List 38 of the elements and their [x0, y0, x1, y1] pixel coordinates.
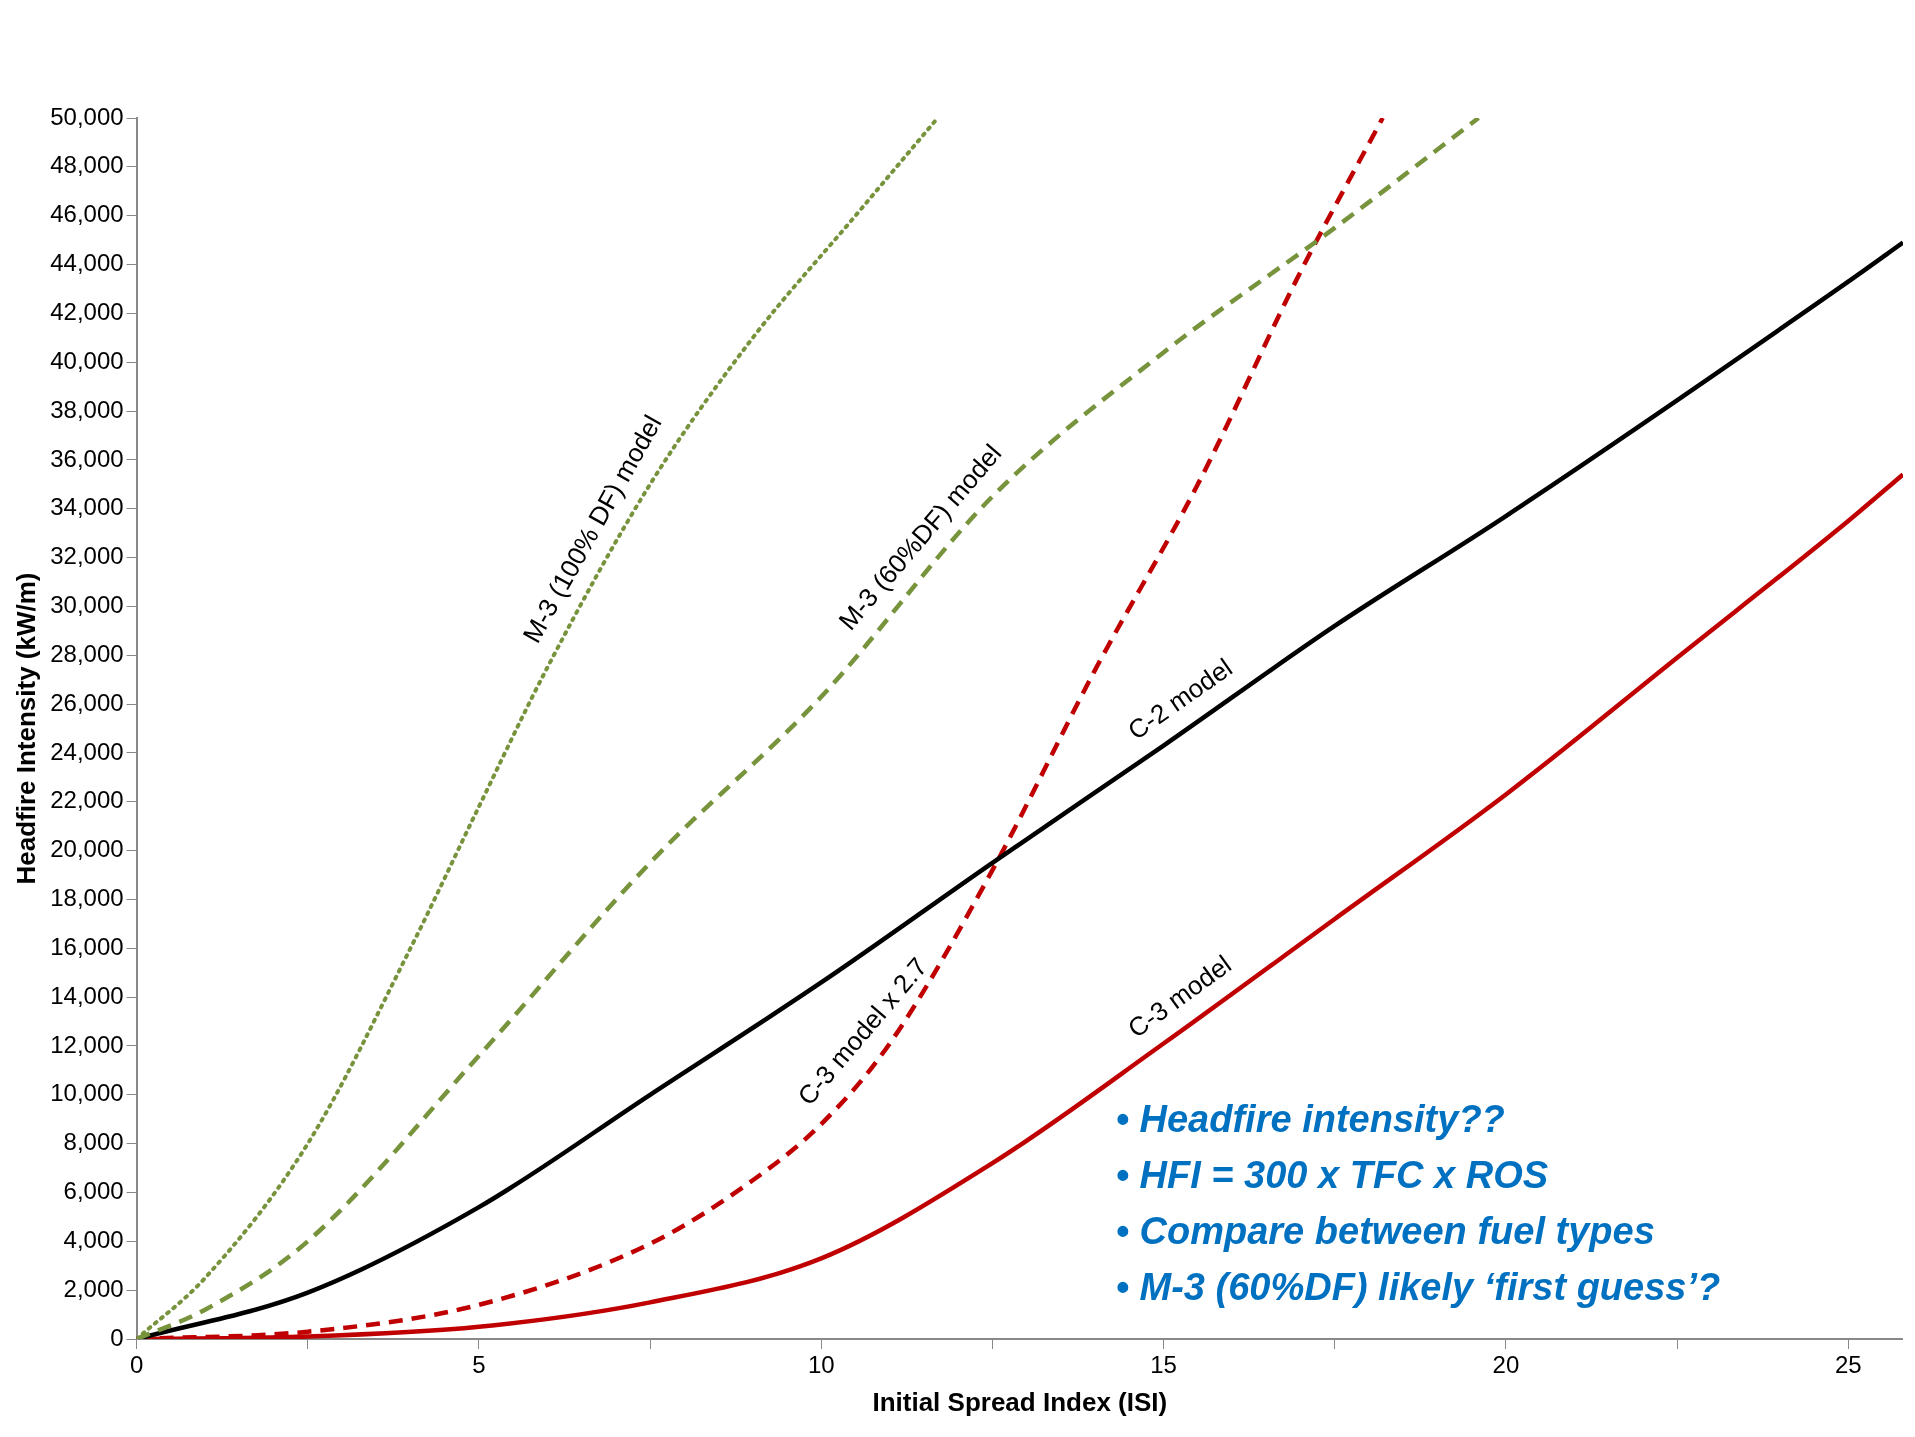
y-tick-label: 4,000: [63, 1225, 124, 1253]
y-tick-label: 22,000: [50, 786, 124, 814]
y-axis-title: Headfire Intensity (kW/m): [10, 572, 41, 885]
annotation: • Compare between fuel types: [1115, 1210, 1655, 1253]
y-tick-label: 50,000: [50, 102, 124, 130]
y-tick-label: 36,000: [50, 444, 124, 472]
y-tick-label: 30,000: [50, 591, 124, 619]
y-tick-label: 44,000: [50, 249, 124, 277]
x-tick-label: 5: [472, 1351, 486, 1379]
y-tick-label: 38,000: [50, 395, 124, 423]
y-tick-label: 18,000: [50, 884, 124, 912]
x-axis-title: Initial Spread Index (ISI): [872, 1386, 1168, 1417]
y-tick-label: 10,000: [50, 1079, 124, 1107]
x-tick-label: 20: [1492, 1351, 1520, 1379]
y-tick-label: 26,000: [50, 688, 124, 716]
y-tick-label: 2,000: [63, 1274, 124, 1302]
y-tick-label: 34,000: [50, 493, 124, 521]
x-tick-label: 25: [1834, 1351, 1862, 1379]
y-tick-label: 20,000: [50, 835, 124, 863]
x-tick-label: 10: [807, 1351, 835, 1379]
y-tick-label: 32,000: [50, 542, 124, 570]
annotation: • M-3 (60%DF) likely ‘first guess’?: [1115, 1266, 1721, 1309]
y-tick-label: 6,000: [63, 1177, 124, 1205]
x-tick-label: 0: [129, 1351, 144, 1379]
y-tick-label: 48,000: [50, 151, 124, 179]
annotation: • Headfire intensity??: [1115, 1098, 1505, 1141]
y-tick-label: 0: [110, 1323, 124, 1351]
annotation: • HFI = 300 x TFC x ROS: [1115, 1154, 1549, 1197]
y-tick-label: 40,000: [50, 346, 124, 374]
y-tick-label: 24,000: [50, 737, 124, 765]
y-tick-label: 12,000: [50, 1030, 124, 1058]
y-tick-label: 28,000: [50, 639, 124, 667]
y-tick-label: 42,000: [50, 297, 124, 325]
y-tick-label: 16,000: [50, 932, 124, 960]
x-tick-label: 15: [1150, 1351, 1177, 1379]
y-tick-label: 14,000: [50, 981, 124, 1009]
y-tick-label: 8,000: [63, 1128, 124, 1156]
y-tick-label: 46,000: [50, 200, 124, 228]
